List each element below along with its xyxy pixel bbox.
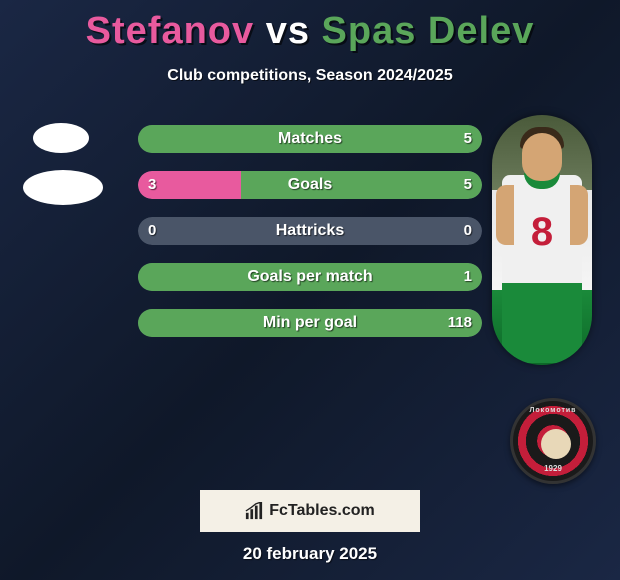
stat-value-right: 1 <box>464 263 472 291</box>
watermark-text: FcTables.com <box>269 502 375 520</box>
stat-row: Goals3 5 <box>138 171 482 199</box>
stat-label: Matches <box>138 125 482 153</box>
stat-bars: Matches5Goals35Hattricks00Goals per matc… <box>138 125 482 355</box>
stat-label: Goals per match <box>138 263 482 291</box>
stat-value-right: 5 <box>464 125 472 153</box>
vs-separator: vs <box>266 10 310 52</box>
subtitle: Club competitions, Season 2024/2025 <box>0 67 620 85</box>
comparison-content: 8 Matches5Goals35Hattricks00Goals per ma… <box>0 115 620 395</box>
player1-avatar <box>8 115 118 365</box>
stat-value-left: 0 <box>148 217 156 245</box>
date: 20 february 2025 <box>0 544 620 564</box>
badge-top-text: Локомотив <box>513 407 593 414</box>
jersey-number: 8 <box>492 210 592 255</box>
stat-value-left: 3 <box>148 171 156 199</box>
stat-label: Hattricks <box>138 217 482 245</box>
chart-icon <box>245 502 263 520</box>
stat-row: Hattricks0 0 <box>138 217 482 245</box>
stat-label: Goals <box>138 171 482 199</box>
watermark: FcTables.com <box>200 490 420 532</box>
player1-silhouette <box>8 115 108 365</box>
player1-name: Stefanov <box>86 10 254 52</box>
comparison-title: Stefanov vs Spas Delev <box>0 0 620 53</box>
stat-row: Matches5 <box>138 125 482 153</box>
stat-value-right: 118 <box>448 309 472 337</box>
stat-value-right: 0 <box>464 217 472 245</box>
stat-label: Min per goal <box>138 309 482 337</box>
stat-row: Min per goal118 <box>138 309 482 337</box>
player2-name: Spas Delev <box>322 10 535 52</box>
badge-bottom-text: 1929 <box>513 464 593 473</box>
stat-row: Goals per match1 <box>138 263 482 291</box>
stat-value-right: 5 <box>464 171 472 199</box>
club-badge: Локомотив 1929 <box>510 398 596 484</box>
player2-avatar: 8 <box>492 115 602 365</box>
player2-photo: 8 <box>492 115 592 365</box>
